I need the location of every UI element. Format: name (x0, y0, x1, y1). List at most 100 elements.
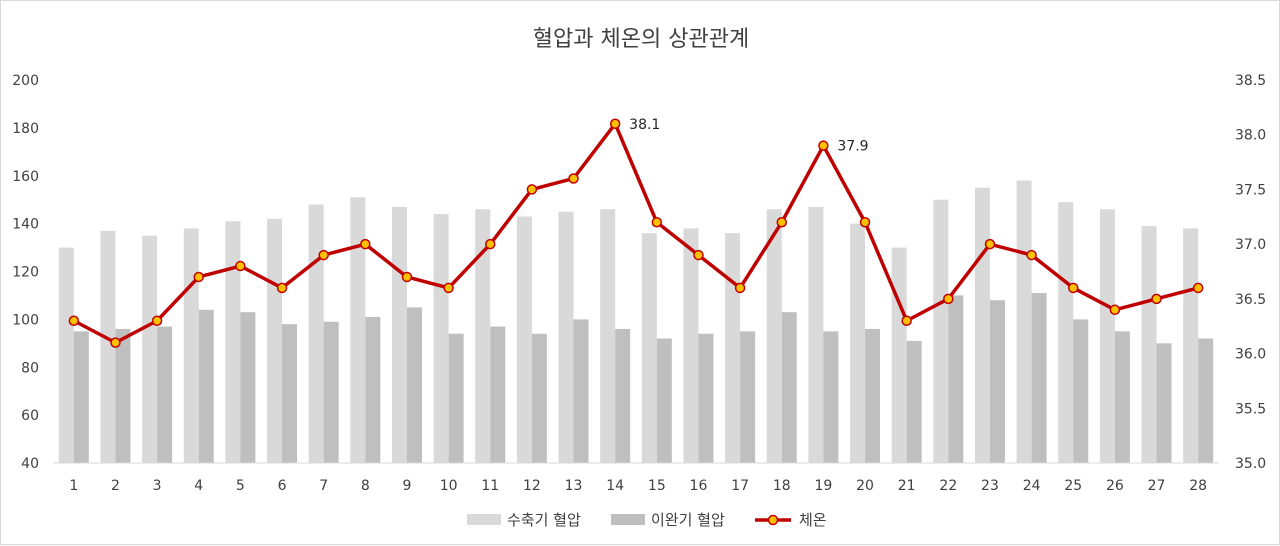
x-axis-tick-label: 23 (981, 478, 999, 494)
data-label: 38.1 (629, 117, 660, 133)
bar (933, 199, 949, 463)
x-axis-tick-label: 5 (236, 478, 245, 494)
x-axis-tick-label: 1 (69, 478, 78, 494)
bar (766, 209, 782, 463)
bar (350, 197, 366, 463)
bar (267, 218, 283, 463)
line-point (1109, 304, 1121, 316)
bar (433, 214, 449, 463)
bar (698, 333, 714, 463)
line-point (609, 118, 621, 130)
line-point (110, 337, 121, 348)
left-axis-tick-label: 140 (12, 217, 39, 233)
bar (615, 328, 631, 463)
x-axis-tick-label: 21 (898, 478, 916, 494)
bar (558, 211, 574, 463)
right-axis-tick-label: 36.0 (1235, 347, 1266, 363)
x-axis-tick-label: 25 (1064, 478, 1082, 494)
x-axis-tick-label: 17 (731, 478, 749, 494)
legend-swatch (467, 514, 501, 525)
bar (531, 333, 547, 463)
bar (989, 300, 1005, 463)
legend-swatch (611, 514, 645, 525)
bar (1016, 180, 1032, 463)
bar (948, 295, 964, 463)
line-point (318, 249, 329, 261)
x-axis-tick-label: 26 (1106, 478, 1124, 494)
x-axis-tick-label: 4 (194, 478, 203, 494)
bar (740, 331, 756, 463)
bar (1058, 202, 1074, 464)
bar (490, 326, 506, 463)
x-axis-tick-label: 8 (361, 478, 370, 494)
bar (516, 216, 532, 463)
x-axis-tick-label: 27 (1148, 478, 1166, 494)
bar (475, 209, 491, 463)
x-axis-tick-label: 14 (606, 478, 624, 494)
bar (891, 247, 907, 463)
x-axis-tick-label: 16 (690, 478, 708, 494)
left-axis-tick-label: 160 (12, 169, 39, 185)
data-labels: 38.1 37.9 (629, 117, 868, 155)
x-axis-tick-label: 10 (440, 478, 458, 494)
legend: 수축기 혈압 이완기 혈압 체온 (467, 511, 827, 529)
left-axis-tick-label: 40 (21, 456, 39, 472)
bar (573, 319, 589, 463)
x-axis-tick-label: 9 (403, 478, 412, 494)
right-axis-tick-label: 37.0 (1235, 237, 1266, 253)
bar (406, 307, 422, 463)
line-point (485, 238, 496, 250)
x-axis-tick-label: 6 (278, 478, 287, 494)
bar (225, 221, 241, 463)
bar (448, 333, 464, 463)
left-axis-tick-label: 120 (12, 265, 39, 281)
bar (142, 235, 158, 463)
line-point (859, 217, 871, 228)
x-axis-tick-label: 22 (939, 478, 957, 494)
bar-series (58, 180, 1214, 464)
x-axis-tick-label: 18 (773, 478, 791, 494)
bar (1031, 293, 1047, 463)
line-point (193, 271, 204, 283)
bar (906, 340, 922, 463)
x-axis-tick-label: 24 (1023, 478, 1041, 494)
bar (683, 228, 699, 463)
bar (808, 206, 824, 463)
left-axis-tick-label: 100 (12, 312, 39, 328)
bar (850, 223, 866, 463)
line-point (235, 260, 246, 272)
line-point (984, 238, 996, 250)
bar (1073, 319, 1089, 463)
x-axis-tick-label: 11 (481, 478, 499, 494)
line-point (1026, 249, 1037, 261)
x-axis-tick-label: 12 (523, 478, 541, 494)
right-axis-tick-label: 38.5 (1235, 73, 1266, 89)
line-point (151, 315, 163, 326)
bar (58, 247, 74, 463)
bar (282, 324, 298, 463)
line-point (693, 249, 704, 261)
series-line (73, 122, 1199, 345)
bar (1141, 226, 1157, 463)
bar (725, 233, 741, 463)
bar (240, 312, 256, 463)
right-axis-ticks: 35.0 35.5 36.0 36.5 37.0 37.5 38.0 38.5 (1235, 73, 1266, 472)
bar (308, 204, 324, 463)
line-point (776, 217, 787, 228)
bar (323, 321, 339, 463)
line-point (401, 271, 413, 283)
bar (100, 230, 116, 463)
data-label: 37.9 (837, 139, 868, 155)
left-axis-tick-label: 200 (12, 73, 39, 89)
legend-label: 수축기 혈압 (507, 511, 581, 529)
x-axis-tick-label: 7 (319, 478, 328, 494)
line-point (1068, 282, 1079, 294)
bar (656, 338, 672, 463)
bar (1099, 209, 1115, 463)
left-axis-tick-label: 180 (12, 121, 39, 137)
line-point (943, 293, 954, 305)
bar (157, 326, 173, 463)
legend-label: 이완기 혈압 (651, 511, 725, 529)
bar (974, 187, 990, 463)
